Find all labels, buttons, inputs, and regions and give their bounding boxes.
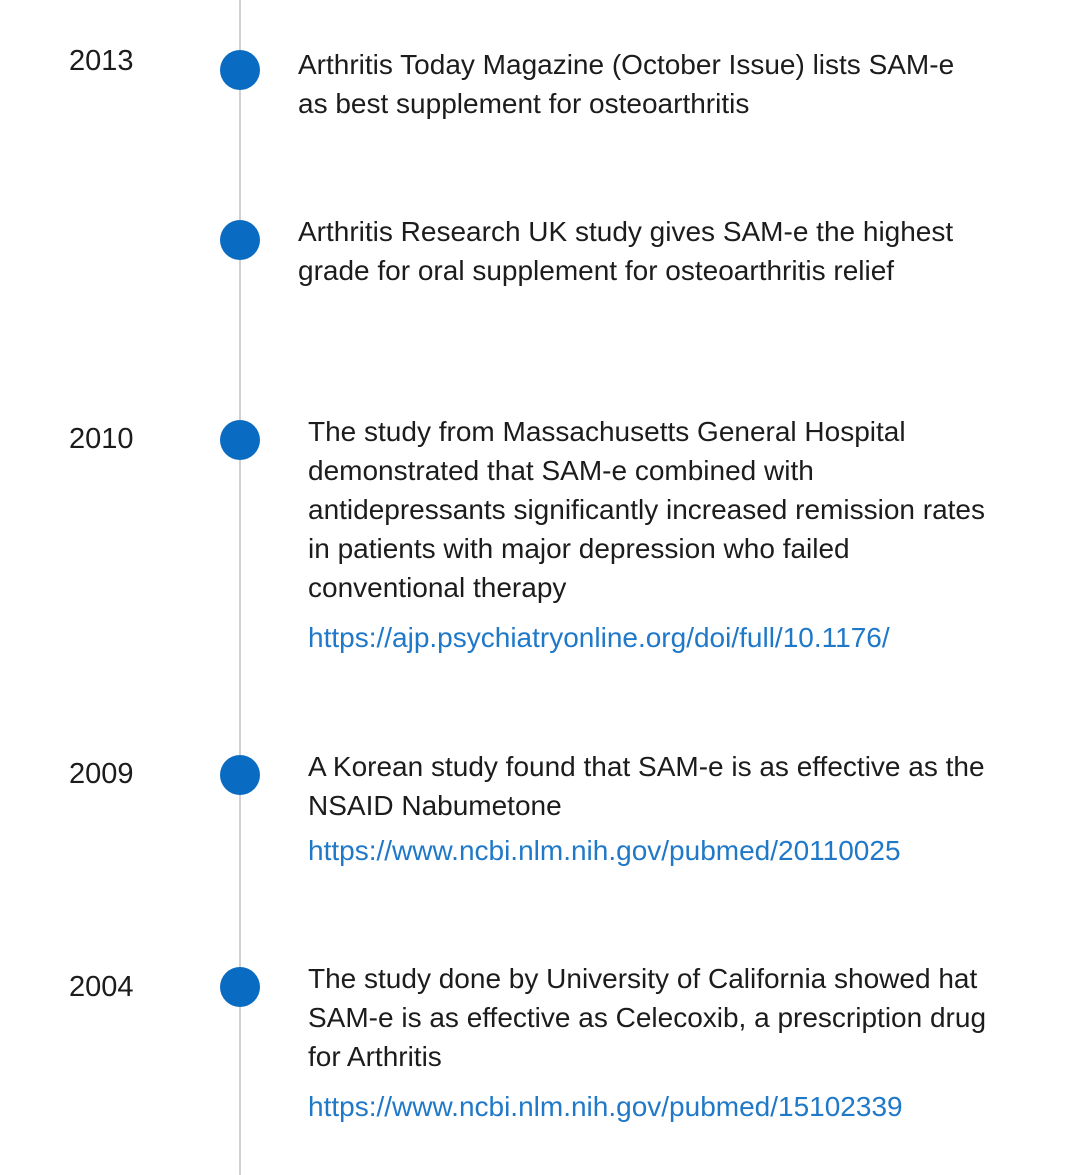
- timeline-dot: [220, 755, 260, 795]
- entry-content: The study from Massachusetts General Hos…: [308, 412, 1008, 657]
- timeline-line: [239, 0, 241, 1175]
- entry-year: 2009: [69, 758, 134, 790]
- entry-reference-link[interactable]: https://www.ncbi.nlm.nih.gov/pubmed/2011…: [308, 835, 901, 866]
- entry-description: The study from Massachusetts General Hos…: [308, 416, 985, 603]
- entry-description: The study done by University of Californ…: [308, 963, 987, 1072]
- entry-description: Arthritis Research UK study gives SAM-e …: [298, 216, 954, 286]
- timeline-dot: [220, 50, 260, 90]
- entry-year: 2004: [69, 971, 134, 1003]
- entry-content: Arthritis Research UK study gives SAM-e …: [298, 212, 1018, 290]
- entry-reference-link[interactable]: https://www.ncbi.nlm.nih.gov/pubmed/1510…: [308, 1091, 903, 1122]
- entry-reference-link[interactable]: https://ajp.psychiatryonline.org/doi/ful…: [308, 622, 890, 653]
- entry-content: The study done by University of Californ…: [308, 959, 1008, 1126]
- entry-year: 2010: [69, 423, 134, 455]
- entry-description: Arthritis Today Magazine (October Issue)…: [298, 49, 955, 119]
- timeline-dot: [220, 967, 260, 1007]
- entry-content: Arthritis Today Magazine (October Issue)…: [298, 45, 958, 123]
- entry-year: 2013: [69, 45, 134, 77]
- timeline-dot: [220, 220, 260, 260]
- entry-description: A Korean study found that SAM-e is as ef…: [308, 751, 985, 821]
- entry-content: A Korean study found that SAM-e is as ef…: [308, 747, 1008, 870]
- timeline-dot: [220, 420, 260, 460]
